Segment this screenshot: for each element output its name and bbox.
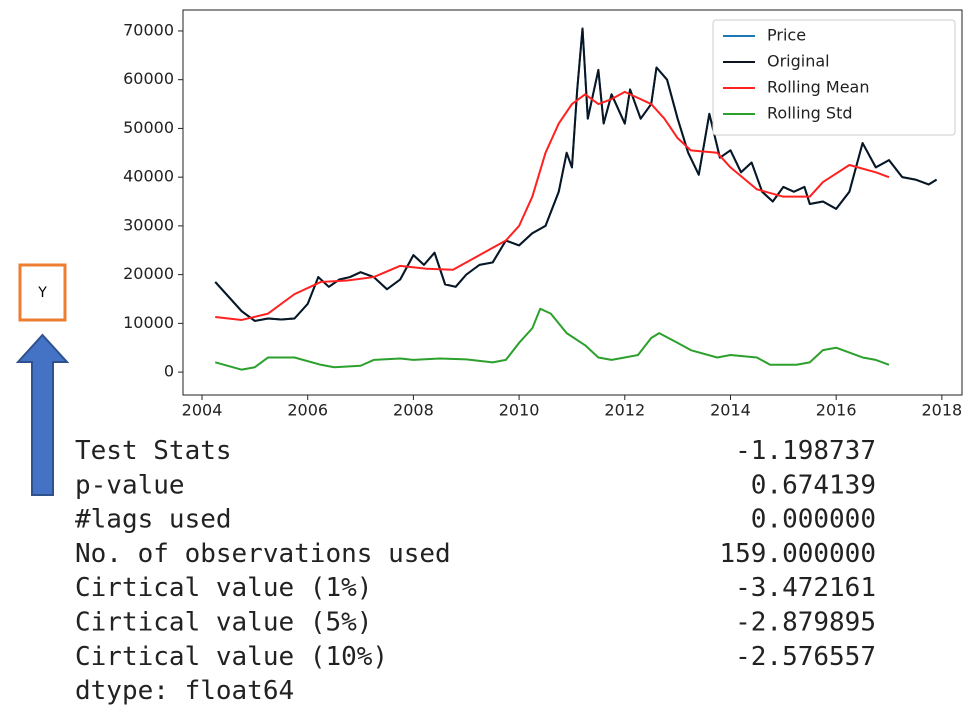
legend-label: Rolling Std [767, 104, 853, 123]
y-tick-label: 70000 [123, 20, 174, 39]
stat-value: 159.000000 [719, 539, 876, 569]
y-tick-label: 50000 [123, 118, 174, 137]
x-tick-label: 2018 [922, 401, 963, 420]
series-line [215, 90, 890, 321]
y-tick-label: 30000 [123, 215, 174, 234]
legend-label: Rolling Mean [767, 78, 870, 97]
arrow [15, 333, 70, 496]
x-tick-label: 2008 [393, 401, 434, 420]
x-tick-label: 2014 [710, 401, 751, 420]
dtype: dtype: float64 [75, 676, 294, 705]
stat-name: No. of observations used [75, 539, 451, 569]
stat-name: Test Stats [75, 436, 232, 466]
stat-value: 0.674139 [751, 470, 876, 500]
y-tick-label: 60000 [123, 69, 174, 88]
legend-label: Price [767, 26, 806, 45]
series-line [214, 307, 890, 371]
stat-name: #lags used [75, 505, 232, 535]
stats-output: Test Stats -1.198737 p-value 0.674139 #lags … [75, 436, 876, 705]
stat-value: -2.879895 [735, 608, 876, 638]
side-label: Y [37, 285, 47, 301]
y-tick-label: 0 [164, 362, 174, 381]
x-tick-label: 2010 [499, 401, 540, 420]
stat-value: -1.198737 [735, 436, 876, 466]
stat-name: Cirtical value (5%) [75, 608, 372, 638]
x-tick-label: 2012 [604, 401, 645, 420]
stat-name: Cirtical value (10%) [75, 642, 388, 672]
x-tick-label: 2016 [816, 401, 857, 420]
label-box [18, 263, 67, 322]
plot-frame [182, 9, 963, 396]
stat-name: Cirtical value (1%) [75, 573, 372, 603]
legend-frame [712, 19, 956, 136]
series-line [214, 27, 938, 322]
stat-name: p-value [75, 470, 185, 500]
y-tick-label: 20000 [123, 264, 174, 283]
stat-value: -2.576557 [735, 642, 876, 672]
x-tick-label: 2006 [287, 401, 328, 420]
y-tick-label: 10000 [123, 313, 174, 332]
legend: Price Original Rolling Mean Rolling Std [712, 19, 956, 136]
legend-label: Original [767, 52, 830, 71]
stat-value: 0.000000 [751, 505, 876, 535]
stat-value: -3.472161 [735, 573, 876, 603]
y-tick-label: 40000 [123, 167, 174, 186]
chart: 0 10000 20000 30000 40000 50000 60000 70000 2004… [123, 9, 963, 420]
x-tick-label: 2004 [182, 401, 223, 420]
